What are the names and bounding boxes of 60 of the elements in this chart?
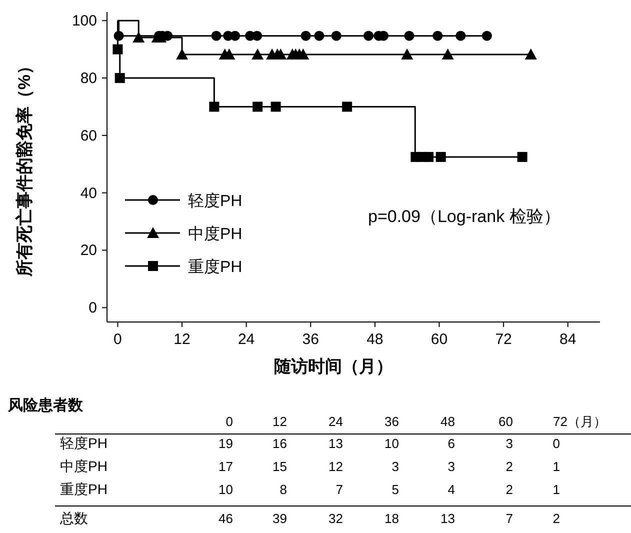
data-label: 16: [272, 436, 287, 451]
data-label: 4: [448, 482, 455, 497]
data-label: 7: [336, 482, 343, 497]
x-axis-title: 随访时间（月）: [274, 357, 393, 376]
data-label: 15: [272, 459, 287, 474]
data-label: 13: [440, 511, 455, 526]
y-tick-label: 80: [80, 70, 97, 88]
data-label: 2: [552, 511, 560, 526]
legend-label: 轻度PH: [188, 192, 242, 210]
y-tick-label: 20: [80, 242, 97, 260]
y-tick-label: 中度PH: [60, 458, 108, 474]
data-label: 32: [328, 511, 343, 526]
data-label: 12: [328, 459, 343, 474]
x-tick-label: 84: [560, 331, 576, 348]
data-label: 10: [384, 436, 399, 451]
x-tick-label: 48: [366, 331, 384, 348]
x-tick-label: 12: [272, 414, 287, 429]
x-tick-label: 36: [384, 414, 399, 429]
x-tick-label: 24: [238, 331, 255, 348]
data-label: 6: [448, 436, 455, 451]
legend-label: 中度PH: [188, 225, 242, 243]
data-label: 39: [272, 511, 287, 526]
data-label: 5: [392, 482, 399, 497]
data-label: 17: [218, 459, 233, 474]
data-label: 3: [392, 459, 399, 474]
data-label: 2: [506, 482, 513, 497]
annotation: p=0.09（Log-rank 检验）: [368, 207, 560, 226]
x-tick-label: 60: [430, 331, 448, 348]
data-label: 19: [218, 436, 233, 451]
y-tick-label: 100: [72, 12, 97, 30]
text: 风险患者数: [7, 397, 84, 414]
data-label: 13: [328, 436, 343, 451]
y-tick-label: 60: [80, 127, 97, 144]
data-label: 46: [218, 511, 233, 526]
x-tick-label: 0: [114, 331, 122, 348]
data-label: 1: [552, 459, 560, 474]
data-label: 3: [448, 459, 455, 474]
x-tick-label: 24: [328, 414, 343, 429]
y-tick-label: 40: [80, 184, 97, 202]
data-label: 18: [384, 511, 399, 526]
data-label: 3: [506, 436, 513, 451]
legend-label: 重度PH: [188, 258, 242, 276]
y-tick-label: 重度PH: [60, 481, 108, 497]
x-tick-label: 72（月）: [553, 414, 606, 429]
y-tick-label: 总数: [59, 510, 88, 526]
x-tick-label: 0: [226, 414, 233, 429]
x-tick-label: 36: [302, 331, 319, 348]
x-tick-label: 72: [495, 331, 512, 348]
data-label: 8: [280, 482, 287, 497]
data-label: 1: [552, 482, 560, 497]
x-tick-label: 12: [174, 331, 190, 348]
x-tick-label: 60: [498, 414, 513, 429]
data-label: 10: [218, 482, 233, 497]
x-tick-label: 48: [440, 414, 455, 429]
data-label: 7: [506, 511, 513, 526]
data-label: 2: [506, 459, 513, 474]
y-tick-label: 轻度PH: [60, 435, 108, 451]
y-tick-label: 0: [88, 300, 97, 317]
y-axis-title: 所有死亡事件的豁免率（%）: [15, 57, 34, 278]
data-label: 0: [552, 436, 560, 451]
